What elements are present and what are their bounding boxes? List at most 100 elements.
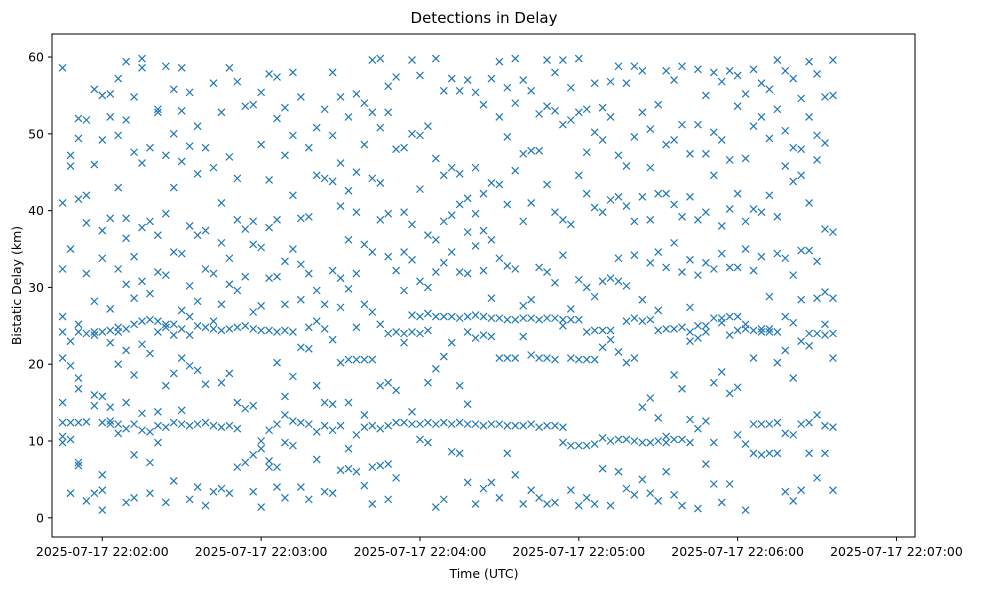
detection-marker xyxy=(511,421,520,430)
detection-marker xyxy=(328,68,337,77)
detection-marker xyxy=(535,493,544,502)
detection-marker xyxy=(130,450,138,459)
detection-marker xyxy=(400,143,409,152)
y-axis-label: Bistatic Delay (km) xyxy=(9,226,24,345)
detection-marker xyxy=(439,258,448,267)
detection-marker xyxy=(741,89,750,98)
detection-marker xyxy=(582,493,591,502)
data-marks xyxy=(58,54,837,515)
detection-marker xyxy=(519,314,528,323)
detection-marker xyxy=(781,126,790,135)
detection-marker xyxy=(82,116,91,124)
x-tick-label: 2025-07-17 22:03:00 xyxy=(195,544,328,559)
detection-marker xyxy=(646,315,655,324)
detection-marker xyxy=(797,295,806,304)
detection-marker xyxy=(273,328,281,336)
detection-marker xyxy=(146,217,154,226)
detection-marker xyxy=(614,277,623,286)
detection-marker xyxy=(431,54,440,63)
detection-marker xyxy=(598,434,607,442)
detection-marker xyxy=(717,136,726,144)
detection-marker xyxy=(813,156,821,164)
detection-marker xyxy=(408,129,416,138)
detection-marker xyxy=(376,123,385,132)
detection-marker xyxy=(503,83,512,92)
detection-marker xyxy=(161,151,170,160)
detection-marker xyxy=(66,435,75,444)
detection-marker xyxy=(781,66,790,75)
detection-marker xyxy=(701,321,710,330)
detection-marker xyxy=(527,199,536,207)
detection-marker xyxy=(90,401,99,410)
detection-marker xyxy=(606,326,615,335)
detection-marker xyxy=(98,226,107,235)
detection-marker xyxy=(201,501,210,510)
detection-marker xyxy=(717,367,726,376)
detection-marker xyxy=(535,423,544,432)
detection-marker xyxy=(749,205,758,214)
detection-marker xyxy=(336,274,345,283)
detection-marker xyxy=(646,215,655,224)
detection-marker xyxy=(368,500,377,508)
detection-marker xyxy=(590,440,599,449)
detection-marker xyxy=(479,331,488,339)
detection-marker xyxy=(241,458,250,467)
detection-marker xyxy=(217,484,226,493)
detection-marker xyxy=(249,308,258,316)
detection-marker xyxy=(463,328,472,336)
detection-marker xyxy=(686,415,694,424)
detection-marker xyxy=(471,242,480,250)
detection-marker xyxy=(606,335,615,344)
detection-marker xyxy=(495,493,504,502)
detection-marker xyxy=(431,235,440,244)
detection-marker xyxy=(257,326,266,335)
detection-marker xyxy=(606,113,615,121)
detection-marker xyxy=(122,346,131,355)
detection-marker xyxy=(646,258,655,267)
detection-marker xyxy=(392,328,401,336)
detection-marker xyxy=(352,323,361,332)
detection-marker xyxy=(217,423,226,432)
detection-marker xyxy=(797,420,806,429)
detection-marker xyxy=(606,77,615,86)
detection-marker xyxy=(384,378,393,387)
detection-marker xyxy=(296,260,305,269)
detection-marker xyxy=(551,314,559,323)
detection-marker xyxy=(58,438,67,447)
x-tick-label: 2025-07-17 22:06:00 xyxy=(671,544,804,559)
detection-marker xyxy=(233,323,242,332)
detection-marker xyxy=(511,99,520,108)
detection-marker xyxy=(138,223,146,232)
detection-marker xyxy=(574,441,583,450)
detection-marker xyxy=(249,100,258,109)
detection-marker xyxy=(130,371,138,379)
detection-marker xyxy=(582,283,591,292)
detection-marker xyxy=(273,483,281,492)
detection-marker xyxy=(558,438,567,447)
detection-marker xyxy=(455,449,464,458)
detection-marker xyxy=(225,369,234,378)
detection-marker xyxy=(288,441,297,450)
detection-marker xyxy=(217,378,226,387)
detection-marker xyxy=(98,486,107,495)
detection-marker xyxy=(519,217,528,226)
detection-marker xyxy=(312,171,321,180)
detection-marker xyxy=(114,74,123,83)
detection-marker xyxy=(344,186,353,195)
detection-marker xyxy=(233,215,242,224)
detection-marker xyxy=(153,328,162,336)
detection-marker xyxy=(241,404,250,413)
detection-marker xyxy=(654,414,663,422)
detection-marker xyxy=(805,418,814,427)
detection-marker xyxy=(400,286,409,295)
detection-marker xyxy=(265,223,273,232)
detection-marker xyxy=(717,77,726,86)
detection-marker xyxy=(781,487,790,496)
detection-marker xyxy=(805,199,814,207)
detection-marker xyxy=(805,57,814,66)
detection-marker xyxy=(296,343,305,352)
detection-marker xyxy=(153,317,162,326)
detection-marker xyxy=(408,255,416,264)
detection-marker xyxy=(233,77,242,86)
detection-marker xyxy=(622,202,631,210)
